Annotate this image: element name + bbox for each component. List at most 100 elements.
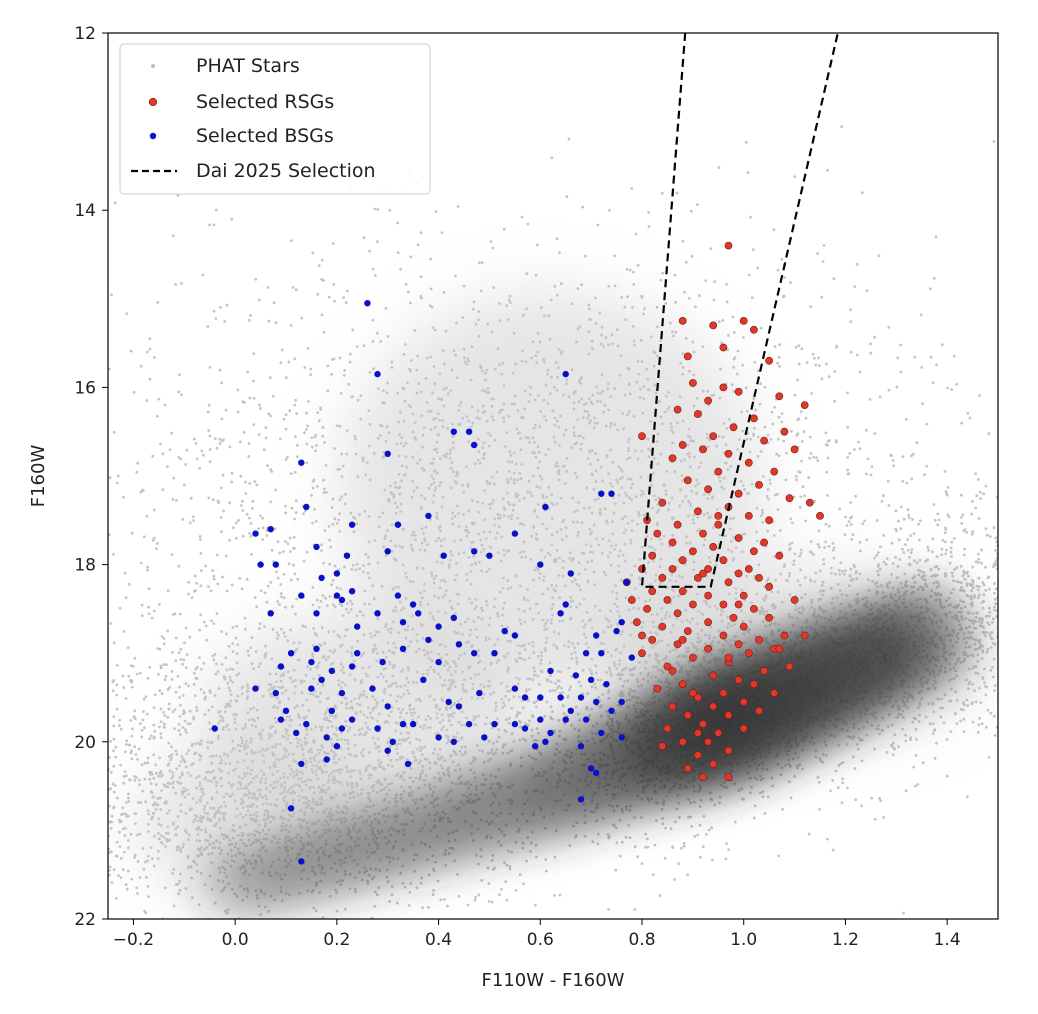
phat-star xyxy=(664,394,668,398)
phat-star xyxy=(321,426,325,429)
phat-star xyxy=(443,593,447,597)
phat-star xyxy=(489,240,493,244)
phat-star xyxy=(548,689,552,693)
phat-star xyxy=(586,410,589,413)
phat-star xyxy=(473,898,477,902)
phat-star xyxy=(405,738,408,741)
phat-star xyxy=(619,651,623,655)
phat-star xyxy=(622,427,625,430)
phat-star xyxy=(246,370,250,374)
phat-star xyxy=(789,517,793,521)
phat-star xyxy=(550,493,554,496)
phat-star xyxy=(394,609,398,613)
phat-star xyxy=(321,683,325,687)
phat-star xyxy=(630,498,634,501)
phat-star xyxy=(457,409,461,412)
phat-star xyxy=(264,794,267,798)
phat-star xyxy=(179,658,183,661)
phat-star xyxy=(122,495,125,499)
phat-star xyxy=(188,521,192,525)
phat-star xyxy=(537,731,540,735)
phat-star xyxy=(590,472,594,476)
phat-star xyxy=(394,605,397,609)
phat-star xyxy=(296,443,299,447)
phat-star xyxy=(446,426,450,430)
phat-star xyxy=(695,396,699,400)
phat-star xyxy=(816,252,819,255)
phat-star xyxy=(373,698,377,702)
phat-star xyxy=(201,273,205,277)
phat-star xyxy=(551,689,555,692)
phat-star xyxy=(282,417,286,421)
phat-star xyxy=(427,486,431,490)
phat-star xyxy=(372,789,375,793)
phat-star xyxy=(734,546,738,550)
phat-star xyxy=(150,734,153,738)
phat-star xyxy=(463,652,466,655)
phat-star xyxy=(355,345,359,348)
phat-star xyxy=(426,672,429,676)
phat-star xyxy=(205,771,209,774)
phat-star xyxy=(326,752,330,756)
phat-star xyxy=(377,525,381,529)
phat-star xyxy=(353,733,356,737)
phat-star xyxy=(924,559,927,563)
phat-star xyxy=(522,416,525,420)
phat-star xyxy=(465,465,468,468)
phat-star xyxy=(618,614,621,618)
phat-star xyxy=(454,274,457,278)
phat-star xyxy=(316,695,320,699)
phat-star xyxy=(561,574,565,578)
phat-star xyxy=(420,541,424,545)
phat-star xyxy=(262,772,266,776)
phat-star xyxy=(535,727,539,731)
phat-star xyxy=(310,768,314,772)
phat-star xyxy=(432,481,436,485)
phat-star xyxy=(293,679,297,682)
phat-star xyxy=(790,541,794,545)
phat-star xyxy=(119,857,123,860)
phat-star xyxy=(757,563,761,567)
phat-star xyxy=(199,814,202,818)
phat-star xyxy=(371,736,375,740)
phat-star xyxy=(814,363,818,367)
phat-star xyxy=(281,756,285,760)
phat-star xyxy=(442,388,445,391)
phat-star xyxy=(349,608,353,611)
phat-star xyxy=(391,666,395,670)
phat-star xyxy=(526,490,529,494)
phat-star xyxy=(696,482,700,486)
phat-star xyxy=(477,649,480,653)
phat-star xyxy=(448,452,452,455)
phat-star xyxy=(775,452,778,456)
phat-star xyxy=(650,546,654,549)
phat-star xyxy=(123,571,127,575)
phat-star xyxy=(226,723,229,727)
phat-star xyxy=(444,455,448,459)
phat-star xyxy=(440,713,444,717)
phat-star xyxy=(447,719,451,722)
phat-star xyxy=(187,833,191,837)
phat-star xyxy=(659,452,663,456)
phat-star xyxy=(816,459,820,463)
phat-star xyxy=(128,743,132,747)
phat-star xyxy=(282,573,286,576)
phat-star xyxy=(860,759,864,763)
phat-star xyxy=(168,686,172,689)
phat-star xyxy=(459,538,462,542)
phat-star xyxy=(218,762,222,765)
phat-star xyxy=(779,529,782,532)
phat-star xyxy=(449,486,453,490)
phat-star xyxy=(411,548,415,552)
phat-star xyxy=(287,562,291,566)
phat-star xyxy=(633,564,637,568)
phat-star xyxy=(341,464,345,468)
phat-star xyxy=(628,496,631,500)
phat-star xyxy=(520,463,524,466)
phat-star xyxy=(446,662,450,666)
phat-star xyxy=(152,812,156,816)
phat-star xyxy=(398,757,402,761)
phat-star xyxy=(108,367,111,371)
phat-star xyxy=(378,765,382,769)
phat-star xyxy=(300,777,303,780)
